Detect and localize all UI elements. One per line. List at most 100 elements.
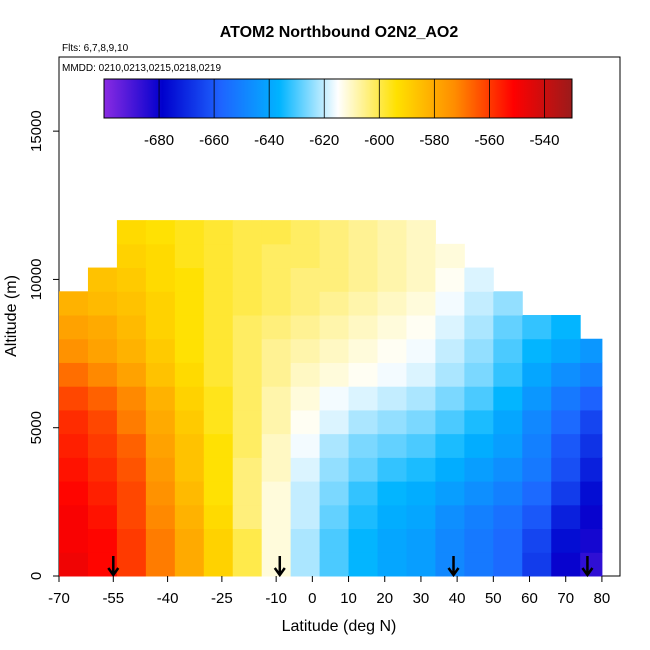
heatmap-cell — [551, 386, 581, 411]
heatmap-cell — [174, 457, 205, 482]
heatmap-cell — [580, 362, 603, 387]
heatmap-cell — [435, 481, 465, 506]
heatmap-cell — [493, 433, 523, 458]
heatmap-cell — [464, 528, 494, 553]
heatmap-cell — [464, 338, 494, 363]
colorbar-bar — [103, 78, 573, 119]
heatmap-cell — [377, 528, 407, 553]
heatmap-cell — [551, 528, 581, 553]
dates-note: MMDD: 0210,0213,0215,0218,0219 — [62, 63, 221, 74]
heatmap-cell — [435, 552, 465, 577]
heatmap-cell — [377, 386, 407, 411]
heatmap-cell — [551, 362, 581, 387]
colorbar-tick-label: -660 — [199, 132, 229, 149]
heatmap-cell — [232, 528, 263, 553]
heatmap-cell — [290, 504, 321, 530]
heatmap-cell — [493, 552, 523, 577]
heatmap-cell — [464, 267, 494, 292]
heatmap-cell — [551, 409, 581, 435]
heatmap-cell — [377, 243, 407, 269]
heatmap-cell — [290, 457, 321, 482]
heatmap-cell — [59, 433, 89, 458]
heatmap-cell — [232, 291, 263, 316]
heatmap-cell — [174, 338, 205, 363]
heatmap-cell — [145, 220, 176, 245]
heatmap-cell — [116, 386, 147, 411]
heatmap-cell — [522, 338, 552, 363]
heatmap-cell — [348, 220, 379, 245]
heatmap-cell — [145, 504, 176, 530]
heatmap-cell — [290, 220, 321, 245]
heatmap-cell — [406, 362, 436, 387]
heatmap-cell — [406, 220, 436, 245]
heatmap-cell — [232, 220, 263, 245]
heatmap-cell — [203, 315, 234, 340]
profile-arrow — [581, 556, 594, 578]
heatmap-cell — [377, 552, 407, 577]
heatmap-cell — [319, 481, 350, 506]
heatmap-cell — [522, 481, 552, 506]
heatmap-cell — [493, 386, 523, 411]
heatmap-cell — [261, 267, 292, 292]
heatmap-cell — [116, 362, 147, 387]
heatmap-cell — [290, 338, 321, 363]
heatmap-cell — [59, 409, 89, 435]
heatmap-cell — [232, 386, 263, 411]
heatmap-cell — [232, 315, 263, 340]
heatmap-cell — [435, 362, 465, 387]
heatmap-cell — [203, 528, 234, 553]
heatmap-cell — [580, 433, 603, 458]
heatmap-cell — [261, 386, 292, 411]
y-axis-label: Altitude (m) — [3, 275, 20, 357]
heatmap-cell — [116, 433, 147, 458]
heatmap-cell — [87, 481, 118, 506]
heatmap-cell — [406, 457, 436, 482]
heatmap-cell — [435, 433, 465, 458]
heatmap-cell — [580, 457, 603, 482]
heatmap-cell — [59, 504, 89, 530]
heatmap-cell — [87, 315, 118, 340]
heatmap-cell — [377, 457, 407, 482]
y-tick-label: 15000 — [28, 110, 45, 152]
heatmap-cell — [174, 386, 205, 411]
heatmap-cell — [261, 243, 292, 269]
heatmap-cell — [348, 243, 379, 269]
heatmap-cell — [377, 267, 407, 292]
heatmap-cell — [261, 433, 292, 458]
heatmap-cell — [493, 338, 523, 363]
heatmap-cell — [145, 291, 176, 316]
colorbar-tick-label: -680 — [144, 132, 174, 149]
heatmap-cell — [232, 409, 263, 435]
heatmap-cell — [87, 457, 118, 482]
heatmap-cell — [435, 267, 465, 292]
heatmap-cell — [348, 481, 379, 506]
colorbar-tick-label: -640 — [254, 132, 284, 149]
colorbar: -680 -660 -640 -620 -600 -580 -560 -540 — [103, 78, 573, 149]
y-tick-label: 5000 — [28, 411, 45, 444]
heatmap-cell — [348, 267, 379, 292]
x-axis: -70 -55 -40 -25 -10 0 10 20 30 40 50 60 70 80 — [48, 576, 610, 607]
heatmap-cell — [174, 433, 205, 458]
heatmap-cell — [319, 386, 350, 411]
heatmap-cell — [174, 291, 205, 316]
heatmap-cell — [116, 481, 147, 506]
heatmap-cell — [59, 528, 89, 553]
heatmap-cell — [406, 386, 436, 411]
heatmap-cell — [435, 504, 465, 530]
heatmap-cell — [116, 504, 147, 530]
heatmap-cell — [87, 386, 118, 411]
heatmap-cell — [59, 386, 89, 411]
colorbar-tick-label: -580 — [419, 132, 449, 149]
colorbar-tick-label: -540 — [529, 132, 559, 149]
heatmap-cell — [174, 243, 205, 269]
heatmap-cell — [580, 504, 603, 530]
heatmap-cell — [87, 504, 118, 530]
heatmap-cell — [145, 409, 176, 435]
heatmap-cell — [406, 409, 436, 435]
heatmap-cell — [319, 409, 350, 435]
heatmap-cell — [435, 291, 465, 316]
heatmap-cell — [522, 504, 552, 530]
heatmap-cell — [290, 362, 321, 387]
heatmap-cell — [435, 386, 465, 411]
heatmap-cell — [203, 291, 234, 316]
